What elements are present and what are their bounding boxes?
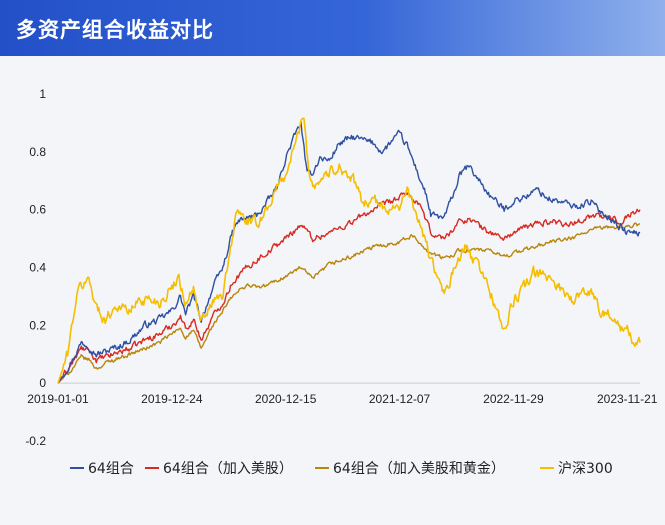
series-lines [57,117,641,384]
legend: 64组合 64组合（加入美股） 64组合（加入美股和黄金） 沪深300 [70,460,613,477]
series-line-2 [57,222,641,384]
chart-panel: -0.2 0 0.2 0.4 0.6 0.8 1 2019-01-01 2019-12-24 2… [0,56,665,525]
legend-item-label: 64组合（加入美股） [163,461,293,477]
y-tick-label: 0 [39,376,46,390]
y-tick-label: 0.2 [29,318,46,332]
legend-item-label: 64组合（加入美股和黄金） [333,460,505,477]
y-tick-label: 0.8 [29,145,46,159]
y-tick-label: 0.6 [29,203,46,217]
y-tick-label: 1 [39,87,46,101]
series-line-0 [57,120,641,384]
y-tick-label: -0.2 [25,434,46,448]
series-line-1 [57,191,641,384]
x-tick-label: 2022-11-29 [483,392,544,406]
legend-item-label: 沪深300 [558,461,613,477]
line-chart: -0.200.20.40.60.81 2019-01-01 2019-12-24 2… [25,87,658,477]
x-tick-label: 2019-12-24 [141,392,203,406]
x-tick-label: 2020-12-15 [255,392,317,406]
y-tick-label: 0.4 [29,261,46,275]
x-tick-label: 2021-12-07 [369,392,431,406]
x-tick-label: 2023-11-21 [597,392,658,406]
y-axis: -0.2 0 0.2 0.4 0.6 0.8 1 [25,87,46,448]
title-bar: 多资产组合收益对比 [0,0,665,56]
series-line-3 [57,117,641,384]
x-axis: 2019-01-01 2019-12-24 2020-12-15 2021-12-07… [27,392,658,406]
page-title: 多资产组合收益对比 [16,18,214,42]
legend-item-label: 64组合 [88,461,134,477]
x-tick-label: 2019-01-01 [27,392,89,406]
